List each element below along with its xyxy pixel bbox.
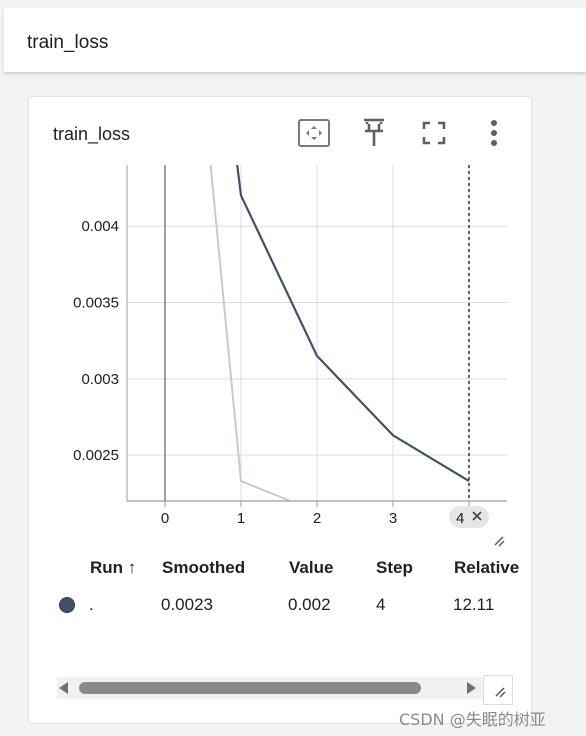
resize-handle[interactable] — [483, 675, 513, 705]
fullscreen-button[interactable] — [417, 116, 451, 150]
chart-card: train_loss 0.004 0.0035 0.003 0.0025 0 1 2 3 4 — [28, 96, 532, 724]
y-tick-label: 0.003 — [81, 371, 119, 388]
pin-icon — [364, 118, 384, 146]
hover-step-label: 4 — [456, 510, 464, 527]
header-title: train_loss — [27, 32, 109, 53]
fit-domain-icon — [298, 119, 330, 147]
more-vert-icon — [491, 120, 497, 146]
series-line-raw — [209, 164, 291, 502]
chart-svg[interactable]: 0.004 0.0035 0.003 0.0025 0 1 2 3 4 — [29, 164, 531, 555]
x-tick-label: 3 — [389, 510, 397, 527]
x-tick-label: 0 — [161, 510, 169, 527]
y-tick-label: 0.004 — [81, 218, 119, 235]
legend-header-value[interactable]: Value — [289, 558, 334, 577]
fit-domain-button[interactable] — [297, 116, 331, 150]
legend-run-name: . — [89, 595, 94, 614]
fullscreen-icon — [422, 121, 446, 145]
hover-step-chip — [449, 506, 489, 528]
watermark: CSDN @失眠的树亚 — [399, 710, 546, 729]
legend-relative: 12.11 — [453, 595, 495, 614]
more-options-button[interactable] — [477, 116, 511, 150]
line-chart[interactable]: 0.004 0.0035 0.003 0.0025 0 1 2 3 4 — [29, 164, 531, 555]
legend-step: 4 — [376, 595, 386, 614]
run-color-dot — [59, 597, 75, 613]
legend-header-step[interactable]: Step — [376, 558, 413, 577]
x-tick-label: 2 — [313, 510, 321, 527]
legend-header-run[interactable]: Run ↑ — [90, 558, 137, 577]
legend-value: 0.002 — [288, 595, 331, 614]
y-tick-label: 0.0025 — [73, 447, 119, 464]
scroll-right-arrow[interactable] — [467, 682, 476, 694]
resize-handle-icon — [495, 687, 506, 698]
card-title: train_loss — [53, 124, 131, 144]
top-header: train_loss — [4, 8, 586, 72]
legend-smoothed-value: 0.0023 — [161, 595, 213, 614]
legend-header-relative[interactable]: Relative — [454, 558, 520, 577]
scrollbar-thumb[interactable] — [79, 682, 421, 694]
y-tick-label: 0.0035 — [73, 294, 119, 311]
legend-header-smoothed[interactable]: Smoothed — [162, 558, 246, 577]
chart-resize-icon — [494, 536, 505, 547]
hover-close-icon — [472, 511, 482, 521]
series-line-smoothed — [236, 164, 470, 483]
scroll-left-arrow[interactable] — [59, 682, 68, 694]
x-tick-label: 1 — [237, 510, 245, 527]
pin-button[interactable] — [357, 116, 391, 150]
